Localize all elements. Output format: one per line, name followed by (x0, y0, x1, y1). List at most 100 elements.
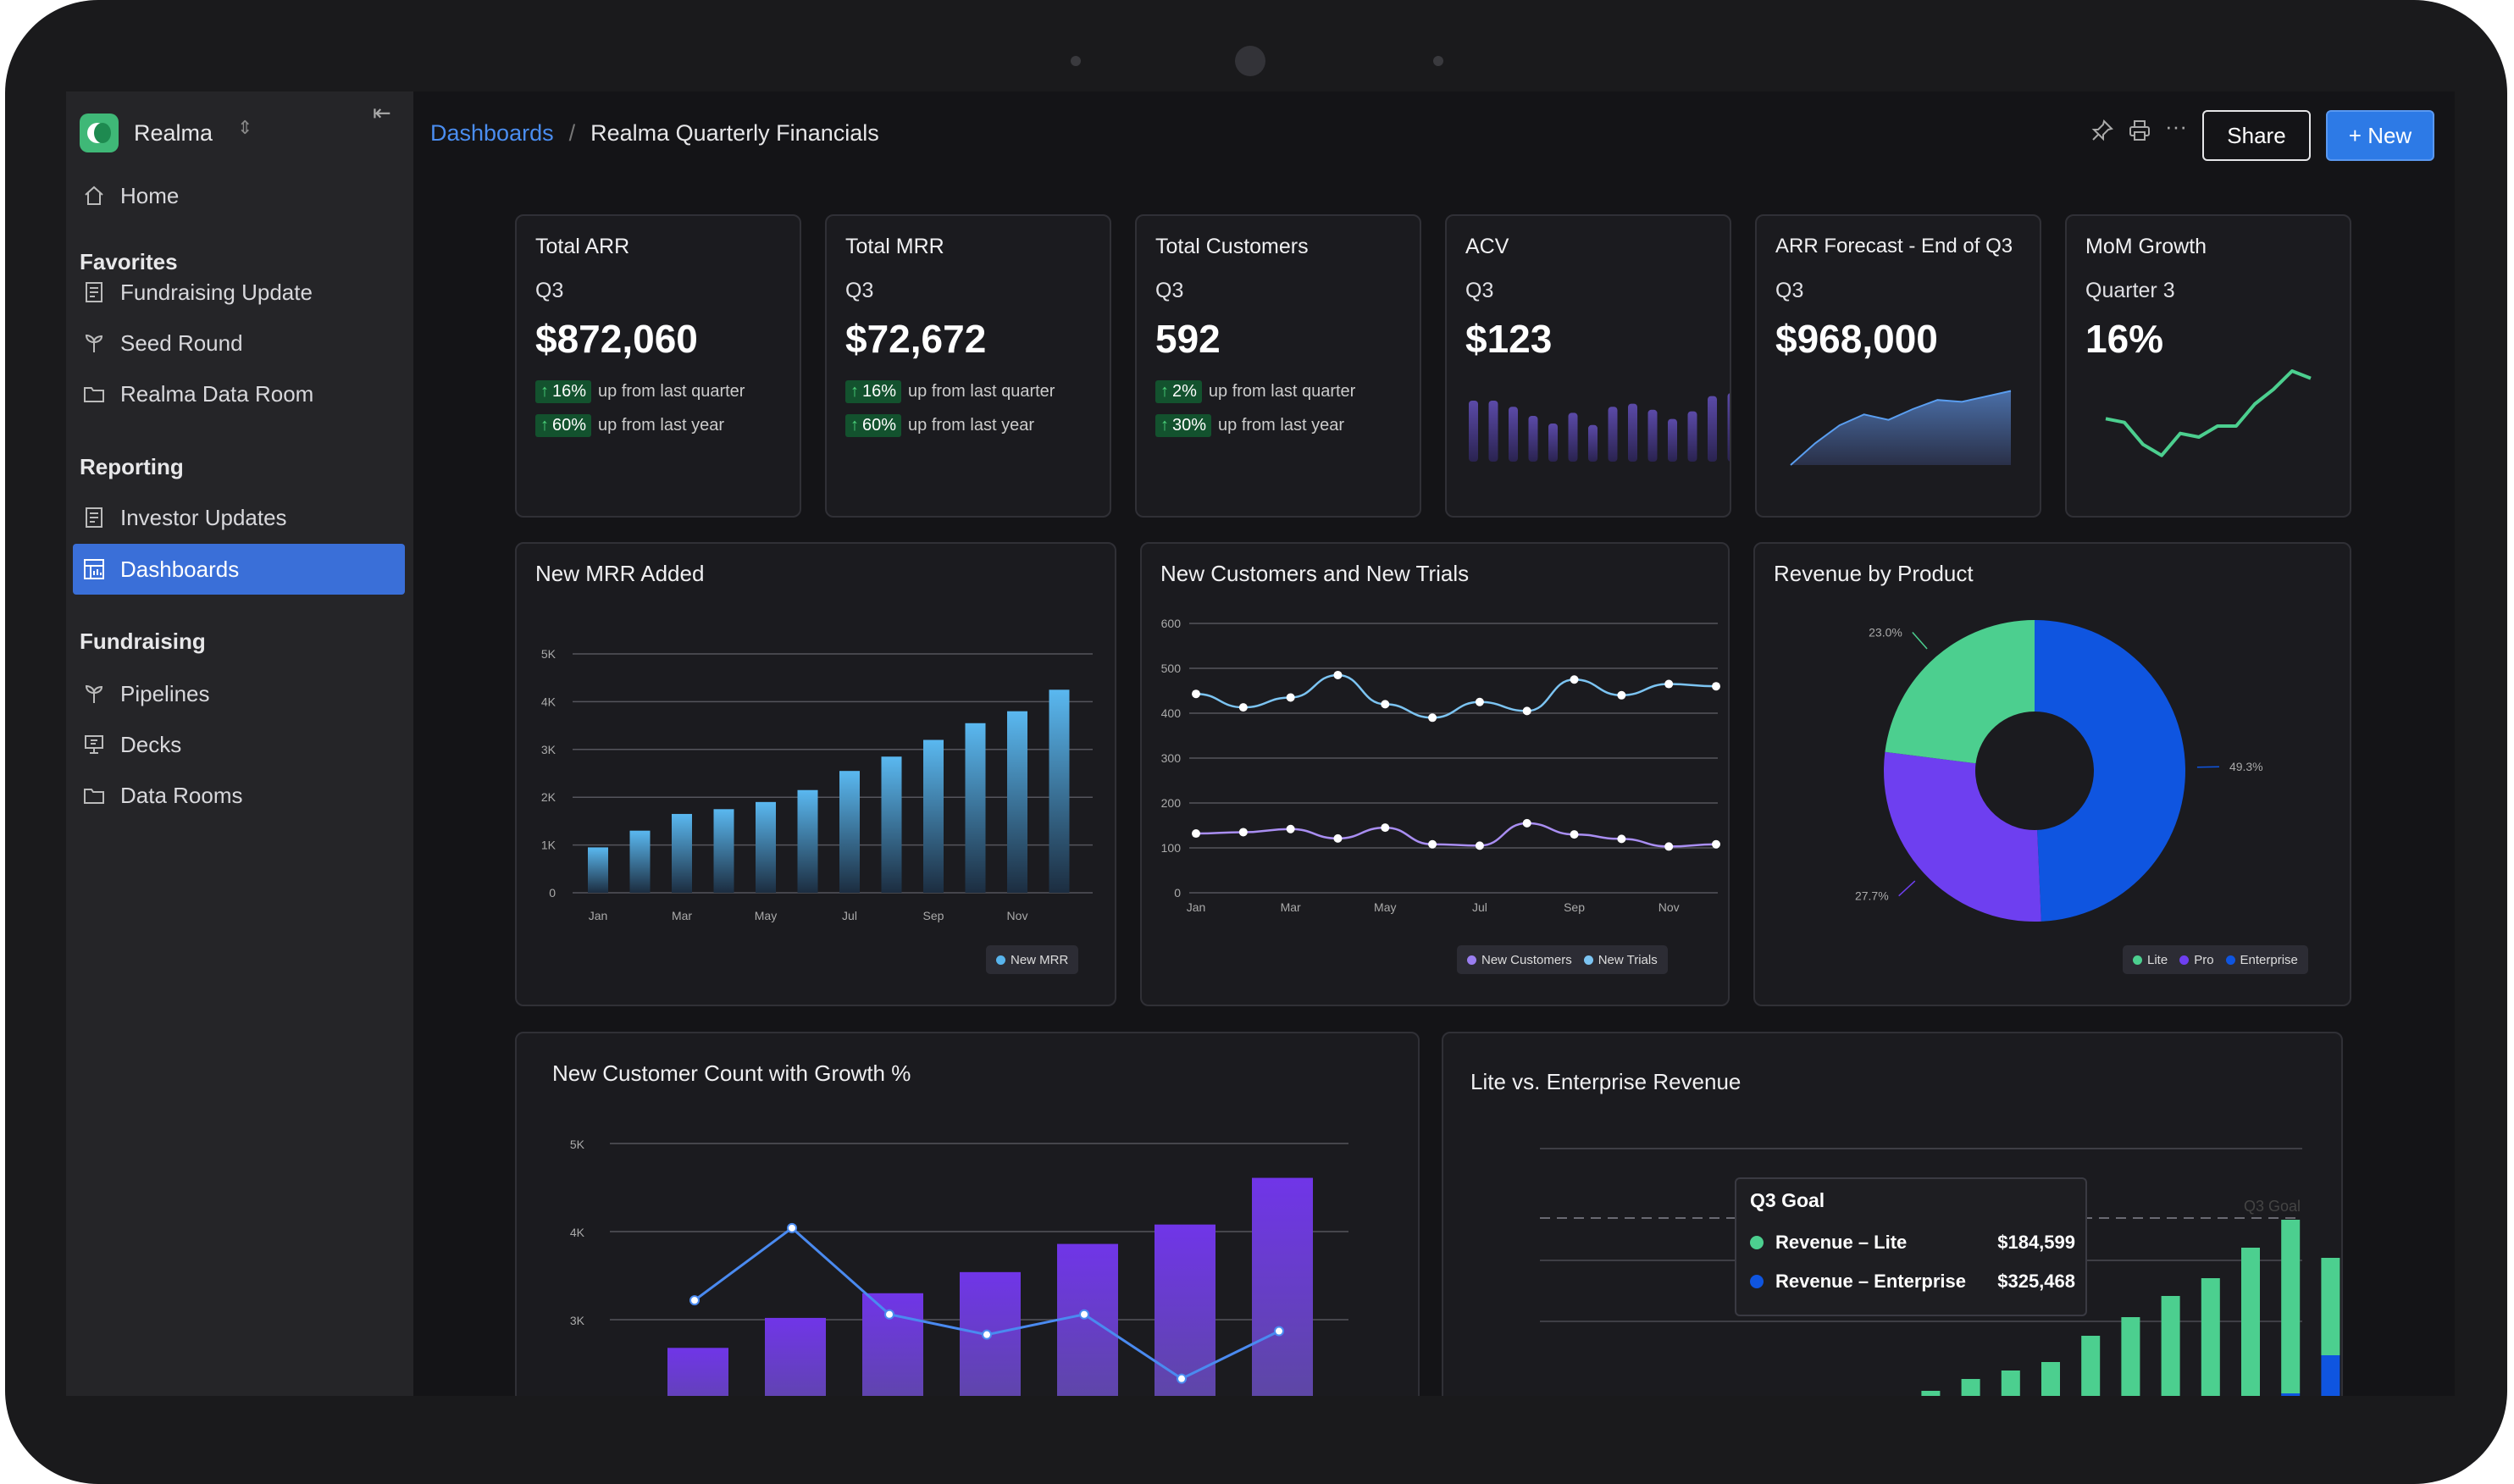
sidebar-item-investor-updates[interactable]: Investor Updates (73, 493, 405, 542)
legend-item[interactable]: New Customers (1467, 953, 1572, 967)
data-point (982, 1329, 992, 1340)
kpi-period: Q3 (845, 279, 874, 302)
lite-bar (2281, 1220, 2301, 1393)
lite-bar (2041, 1362, 2060, 1396)
share-button[interactable]: Share (2202, 110, 2311, 161)
print-icon[interactable] (2128, 119, 2151, 148)
enterprise-bar (2281, 1393, 2301, 1396)
change-badge: ↑ 60% (845, 414, 902, 437)
data-point (1570, 830, 1579, 839)
change-badge: ↑ 16% (535, 380, 592, 403)
sidebar-item-seed-round[interactable]: Seed Round (73, 318, 405, 368)
plant-icon (81, 681, 107, 706)
kpi-card-total-mrr[interactable]: Total MRR Q3 $72,672 ↑ 16% up from last qu… (825, 214, 1111, 518)
kpi-title: Total MRR (845, 235, 944, 258)
chart-card-lite-vs-enterprise[interactable]: Lite vs. Enterprise Revenue Q3 Goal Q3 G… (1442, 1032, 2343, 1396)
lite-vs-enterprise-chart: Q3 Goal (1540, 1148, 2340, 1396)
sidebar-item-fundraising-update[interactable]: Fundraising Update (73, 268, 405, 317)
tooltip-label: Revenue – Lite (1775, 1232, 1908, 1253)
acv-sparkline (1469, 393, 1730, 462)
arrow-up-icon: ↑ (1160, 416, 1169, 435)
kpi-card-acv[interactable]: ACV Q3 $123 (1445, 214, 1731, 518)
tooltip-title: Q3 Goal (1750, 1189, 1825, 1211)
new-button[interactable]: + New (2326, 110, 2434, 161)
chart-card-revenue-by-product[interactable]: Revenue by Product 49.3% 27.7% 23.0% Lite … (1753, 542, 2351, 1006)
data-point (1428, 713, 1437, 723)
kpi-card-total-arr[interactable]: Total ARR Q3 $872,060 ↑ 16% up from last q… (515, 214, 801, 518)
legend-dot (1583, 955, 1593, 966)
x-tick-label: Jul (1472, 900, 1487, 914)
screen: Realma ⇕ ⇤ Home Favorites Fundraising Up… (66, 91, 2455, 1396)
mrr-bar (1049, 689, 1070, 893)
data-point (1475, 697, 1484, 706)
kpi-card-mom-growth[interactable]: MoM Growth Quarter 3 16% (2065, 214, 2351, 518)
tooltip-label: Revenue – Enterprise (1775, 1271, 1966, 1292)
chart-card-new-mrr[interactable]: New MRR Added 0 1K 2K 3K 4K 5K Jan Mar May Jul Sep… (515, 542, 1116, 1006)
data-point (689, 1295, 700, 1306)
kpi-title: ACV (1465, 235, 1509, 258)
section-title-reporting: Reporting (80, 454, 184, 479)
acv-bar (1687, 411, 1697, 462)
y-tick-label: 4K (541, 695, 557, 708)
sidebar-item-home[interactable]: Home (73, 171, 405, 220)
mrr-bar (672, 813, 692, 893)
new-mrr-chart: 0 1K 2K 3K 4K 5K Jan Mar May Jul Sep Nov (541, 647, 1093, 922)
legend-item[interactable]: New MRR (996, 953, 1068, 967)
sidebar-item-decks[interactable]: Decks (73, 720, 405, 769)
kpi-value: $72,672 (845, 317, 987, 361)
folder-icon (81, 381, 107, 407)
mrr-bar (881, 756, 902, 893)
chart-card-customers-trials[interactable]: New Customers and New Trials 0 100 200 300 4… (1140, 542, 1730, 1006)
kpi-card-total-customers[interactable]: Total Customers Q3 592 ↑ 2% up from last q… (1135, 214, 1421, 518)
workspace-switcher[interactable]: Realma ⇕ (80, 108, 401, 156)
sidebar-item-realma-data-room[interactable]: Realma Data Room (73, 369, 405, 418)
data-point (1570, 675, 1579, 684)
sidebar-item-label: Data Rooms (120, 782, 243, 808)
data-point (1286, 824, 1295, 833)
kpi-change: ↑ 2% up from last quarter (1155, 380, 1355, 403)
kpi-title: Total Customers (1155, 235, 1309, 258)
lite-bar (1921, 1391, 1941, 1396)
pin-icon[interactable] (2090, 119, 2114, 148)
change-text: up from last year (598, 416, 724, 435)
lite-bar (2241, 1248, 2260, 1396)
legend-item[interactable]: Pro (2179, 953, 2214, 967)
legend-label: New MRR (1011, 952, 1069, 967)
kpi-card-arr-forecast[interactable]: ARR Forecast - End of Q3 Q3 $968,000 (1755, 214, 2041, 518)
legend-dot (996, 955, 1005, 966)
customer-bar (1155, 1224, 1215, 1396)
data-point (1079, 1309, 1089, 1320)
tablet-frame: Realma ⇕ ⇤ Home Favorites Fundraising Up… (5, 0, 2507, 1484)
leader-line (1912, 631, 1928, 650)
chart-legend: Lite Pro Enterprise (2123, 945, 2308, 974)
sidebar-item-data-rooms[interactable]: Data Rooms (73, 771, 405, 820)
sidebar-item-pipelines[interactable]: Pipelines (73, 669, 405, 718)
data-point (1274, 1326, 1284, 1337)
data-point (1333, 670, 1343, 679)
data-point (1617, 690, 1626, 700)
sensor-dot (1433, 56, 1443, 66)
mrr-bar (923, 739, 944, 893)
more-options-icon[interactable]: ··· (2165, 114, 2187, 139)
chart-card-customer-count-growth[interactable]: New Customer Count with Growth % 5K 4K 3K (515, 1032, 1420, 1396)
legend-item[interactable]: Lite (2133, 953, 2168, 967)
legend-label: New Customers (1481, 952, 1572, 967)
change-percent: 16% (862, 382, 897, 401)
breadcrumb-dashboards-link[interactable]: Dashboards (430, 120, 554, 146)
y-tick-label: 1K (541, 839, 557, 852)
chevron-updown-icon: ⇕ (237, 117, 253, 138)
legend-item[interactable]: Enterprise (2225, 953, 2298, 967)
sidebar-item-dashboards[interactable]: Dashboards (73, 544, 405, 595)
data-point (884, 1309, 894, 1320)
slice-label: 49.3% (2229, 760, 2263, 773)
change-text: up from last year (908, 416, 1034, 435)
arrow-up-icon: ↑ (850, 382, 859, 401)
legend-item[interactable]: New Trials (1583, 953, 1658, 967)
sidebar-item-label: Realma Data Room (120, 380, 314, 407)
collapse-sidebar-icon[interactable]: ⇤ (373, 100, 391, 125)
sidebar-item-label: Dashboards (120, 556, 240, 582)
kpi-value: 16% (2085, 317, 2164, 361)
realma-logo (80, 114, 119, 152)
document-icon (81, 280, 107, 305)
mrr-bar (965, 723, 986, 893)
